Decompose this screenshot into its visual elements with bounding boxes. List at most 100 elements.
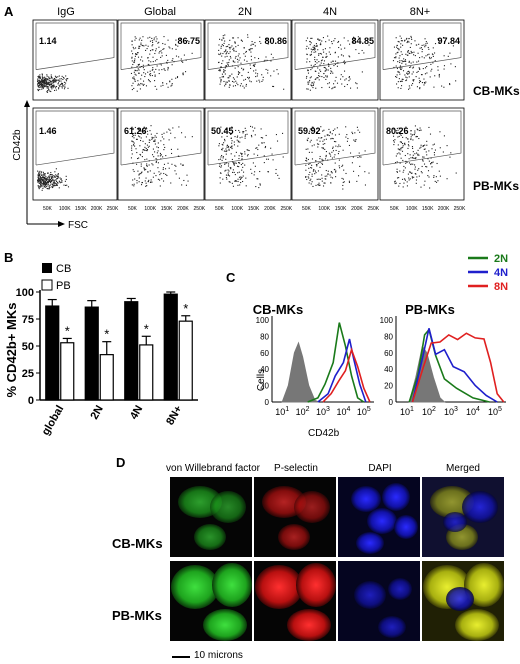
- event-dot: [421, 48, 423, 50]
- event-dot: [393, 128, 395, 130]
- event-dot: [155, 48, 157, 50]
- event-dot: [238, 176, 241, 178]
- event-dot: [246, 60, 248, 62]
- event-dot: [145, 136, 147, 138]
- event-dot: [154, 52, 156, 55]
- significance-star: *: [104, 327, 109, 342]
- event-dot: [342, 188, 344, 190]
- event-dot: [447, 55, 449, 57]
- event-dot: [263, 142, 265, 144]
- event-dot: [401, 62, 403, 64]
- event-dot: [433, 175, 435, 177]
- event-dot: [312, 129, 314, 131]
- event-dot: [356, 180, 358, 182]
- event-dot: [234, 57, 236, 59]
- event-dot: [339, 44, 342, 46]
- event-dot: [42, 88, 44, 90]
- event-dot: [314, 130, 316, 133]
- event-dot: [38, 81, 40, 83]
- event-dot: [410, 138, 412, 141]
- event-dot: [162, 156, 164, 158]
- event-dot: [169, 47, 171, 49]
- bar-chart: % CD42b+ MKs CB PB 0255075100*global*2N*…: [4, 263, 198, 438]
- event-dot: [52, 82, 54, 84]
- event-dot: [324, 148, 326, 150]
- x-tick-label: 102: [422, 406, 436, 417]
- event-dot: [66, 78, 68, 80]
- event-dot: [395, 53, 397, 55]
- event-dot: [415, 152, 418, 154]
- event-dot: [222, 45, 224, 47]
- event-dot: [141, 151, 144, 153]
- y-tick-label: 100: [380, 316, 394, 325]
- event-dot: [132, 46, 134, 48]
- event-dot: [42, 80, 44, 82]
- event-dot: [135, 70, 137, 72]
- event-dot: [395, 130, 397, 132]
- event-dot: [166, 62, 168, 64]
- event-dot: [218, 159, 220, 161]
- cb-mks-plot-row: 1.14 86.75 80.86 84.85 97.84: [32, 19, 465, 101]
- event-dot: [428, 126, 430, 129]
- event-dot: [57, 177, 59, 179]
- event-dot: [328, 86, 330, 88]
- event-dot: [398, 177, 400, 179]
- event-dot: [438, 41, 440, 43]
- event-dot: [415, 182, 417, 184]
- event-dot: [133, 170, 135, 173]
- event-dot: [239, 137, 241, 139]
- event-dot: [312, 87, 314, 89]
- event-dot: [241, 67, 243, 69]
- event-dot: [238, 140, 240, 142]
- event-dot: [154, 74, 156, 76]
- event-dot: [400, 37, 402, 39]
- event-dot: [401, 85, 403, 87]
- event-dot: [259, 170, 261, 173]
- gate-percent: 1.46: [39, 126, 57, 136]
- event-dot: [242, 162, 244, 164]
- event-dot: [401, 147, 403, 149]
- event-dot: [37, 89, 40, 92]
- gate: [207, 22, 289, 70]
- event-dot: [175, 173, 177, 175]
- event-dot: [243, 59, 246, 61]
- event-dot: [410, 50, 412, 52]
- event-dot: [42, 171, 44, 173]
- row-label-cb: CB-MKs: [112, 536, 163, 551]
- event-dot: [139, 66, 141, 68]
- event-dot: [336, 82, 339, 84]
- event-dot: [57, 83, 59, 85]
- event-dot: [37, 179, 39, 182]
- event-dot: [404, 154, 406, 157]
- event-dot: [171, 78, 173, 80]
- event-dot: [47, 82, 49, 84]
- event-dot: [163, 68, 165, 70]
- event-dot: [46, 83, 48, 85]
- event-dot: [400, 40, 402, 42]
- event-dot: [166, 131, 168, 133]
- panel-title-cb: CB-MKs: [253, 302, 304, 317]
- event-dot: [399, 170, 401, 172]
- event-dot: [182, 164, 184, 166]
- event-dot: [332, 72, 334, 74]
- event-dot: [235, 162, 237, 164]
- tick-label: 150K: [248, 206, 260, 212]
- event-dot: [452, 45, 454, 47]
- event-dot: [404, 179, 406, 181]
- event-dot: [449, 83, 451, 85]
- event-dot: [395, 155, 397, 157]
- event-dot: [161, 52, 163, 54]
- event-dot: [136, 180, 138, 182]
- event-dot: [332, 150, 335, 152]
- event-dot: [305, 176, 307, 178]
- event-dot: [143, 167, 145, 169]
- event-dot: [131, 140, 133, 143]
- event-dot: [235, 180, 238, 182]
- event-dot: [234, 85, 237, 87]
- event-dot: [412, 154, 414, 156]
- event-dot: [392, 140, 395, 142]
- event-dot: [38, 174, 40, 176]
- event-dot: [318, 54, 320, 56]
- event-dot: [423, 184, 425, 186]
- event-dot: [146, 165, 148, 167]
